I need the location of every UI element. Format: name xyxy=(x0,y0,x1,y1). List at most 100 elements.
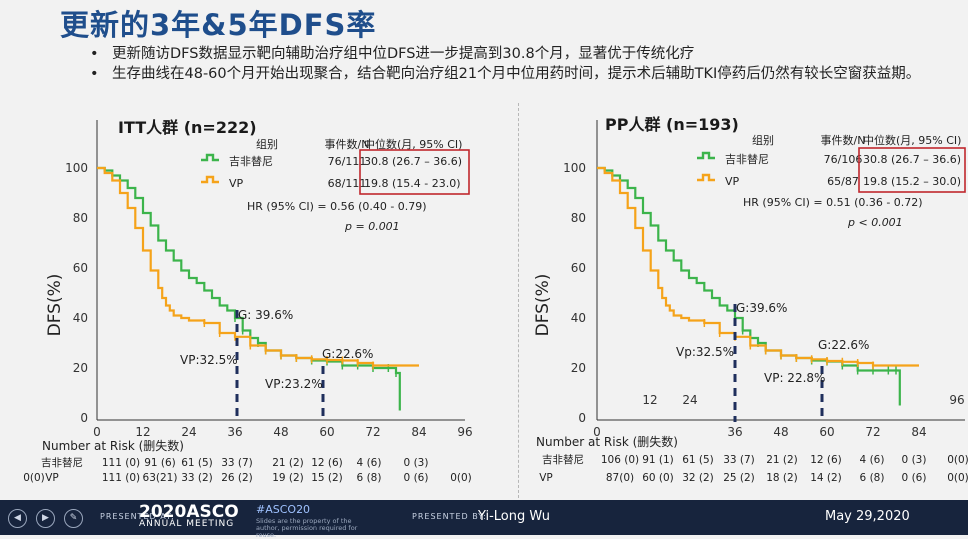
risk-cell: 6 (8) xyxy=(860,472,885,484)
legend-line xyxy=(201,175,219,184)
copyright-note: Slides are the property of the author, p… xyxy=(256,517,358,539)
panel-divider xyxy=(518,103,519,498)
risk-cell: 14 (2) xyxy=(810,472,842,484)
presented-by-label: PRESENTED BY: xyxy=(412,512,487,521)
x-tick-label: 84 xyxy=(911,425,926,439)
risk-cell: 21 (2) xyxy=(766,454,798,466)
rate-annotation: G:22.6% xyxy=(818,338,869,352)
risk-cell: 26 (2) xyxy=(221,472,253,484)
page-title: 更新的3年&5年DFS率 xyxy=(60,8,377,42)
risk-cell: 18 (2) xyxy=(766,472,798,484)
y-axis-label: DFS(%) xyxy=(533,274,553,337)
risk-row-group: 吉非替尼 xyxy=(542,453,584,466)
risk-cell: 60 (0) xyxy=(642,472,674,484)
risk-cell: 63(21) xyxy=(143,472,178,484)
legend-header: 中位数(月, 95% CI) xyxy=(364,137,462,151)
y-tick-label: 60 xyxy=(571,261,586,275)
meeting-label: ANNUAL MEETING xyxy=(139,519,235,529)
risk-cell: 6 (8) xyxy=(357,472,382,484)
legend-line xyxy=(697,151,715,160)
risk-cell: 12 (6) xyxy=(810,454,842,466)
pen-icon[interactable]: ✎ xyxy=(64,509,83,528)
km-charts: ITT人群 (n=222) DFS(%) 0 20 40 60 80 100 0 12 24 36 48… xyxy=(23,115,968,484)
y-tick-label: 80 xyxy=(571,211,586,225)
rate-annotation: G: 39.6% xyxy=(238,308,293,322)
gefitinib-curve xyxy=(597,166,901,406)
presented-at-label: PRESENTED AT: xyxy=(100,512,175,521)
risk-cell: 0(0) xyxy=(947,472,968,484)
x-tick-label: 36 xyxy=(727,425,742,439)
risk-cell: 111 (0) xyxy=(102,457,140,469)
x-tick-label: 48 xyxy=(773,425,788,439)
risk-cell: 0 (6) xyxy=(404,472,429,484)
legend-header: 中位数(月, 95% CI) xyxy=(863,133,961,147)
risk-cell: 0 (6) xyxy=(902,472,927,484)
median-highlight-box xyxy=(359,149,470,195)
y-tick-label: 80 xyxy=(73,211,88,225)
legend-median: 19.8 (15.2 – 30.0) xyxy=(863,175,961,188)
y-tick-label: 100 xyxy=(563,161,586,175)
risk-row-group: VP xyxy=(539,472,553,484)
legend-line xyxy=(697,173,715,182)
hazard-ratio: HR (95% CI) = 0.51 (0.36 - 0.72) xyxy=(743,196,923,209)
rate-annotation: G:22.6% xyxy=(322,347,373,361)
legend-events: 65/87 xyxy=(827,175,859,188)
x-tick-label: 12 xyxy=(135,425,150,439)
legend-events: 76/111 xyxy=(328,155,367,168)
risk-cell: 33 (7) xyxy=(723,454,755,466)
y-tick-label: 40 xyxy=(571,311,586,325)
risk-table-label: Number at Risk (删失数) xyxy=(42,438,184,453)
legend-group: VP xyxy=(229,177,244,190)
rate-annotation: Vp:32.5% xyxy=(676,345,734,359)
legend-group: 吉非替尼 xyxy=(725,152,769,166)
hashtag: #ASCO20 xyxy=(256,503,311,516)
legend-header: 事件数/N xyxy=(325,138,370,151)
risk-cell: 4 (6) xyxy=(357,457,382,469)
risk-row-prefix: 0(0) xyxy=(23,472,45,484)
risk-cell: 0(0) xyxy=(947,454,968,466)
play-icon[interactable]: ▶ xyxy=(36,509,55,528)
risk-cell: 91 (1) xyxy=(642,454,674,466)
risk-table-label: Number at Risk (删失数) xyxy=(536,434,678,449)
risk-cell: 87(0) xyxy=(606,472,634,484)
x-tick-label: 48 xyxy=(273,425,288,439)
bullet-item: 生存曲线在48-60个月开始出现聚合，结合靶向治疗组21个月中位用药时间，提示术… xyxy=(90,64,960,84)
legend-line xyxy=(201,153,219,162)
legend-header: 组别 xyxy=(752,133,774,147)
bullet-item: 更新随访DFS数据显示靶向辅助治疗组中位DFS进一步提高到30.8个月，显著优于… xyxy=(90,44,960,64)
rate-annotation: VP:23.2% xyxy=(265,377,323,391)
legend-header: 事件数/N xyxy=(821,134,866,147)
x-tick-label: 60 xyxy=(819,425,834,439)
x-tick-label: 0 xyxy=(593,425,601,439)
x-tick-label: 72 xyxy=(365,425,380,439)
y-axis-label: DFS(%) xyxy=(45,274,65,337)
x-tick-label: 36 xyxy=(227,425,242,439)
x-tick-label: 24 xyxy=(181,425,196,439)
legend-events: 76/106 xyxy=(824,153,863,166)
risk-cell: 21 (2) xyxy=(272,457,304,469)
x-tick-label: 84 xyxy=(411,425,426,439)
rate-annotation: VP: 22.8% xyxy=(764,371,825,385)
legend-median: 30.8 (26.7 – 36.6) xyxy=(364,155,462,168)
y-tick-label: 0 xyxy=(578,411,586,425)
y-tick-label: 20 xyxy=(73,361,88,375)
y-tick-label: 100 xyxy=(65,161,88,175)
presentation-date: May 29,2020 xyxy=(825,509,910,524)
risk-cell: 15 (2) xyxy=(311,472,343,484)
legend-median: 19.8 (15.4 - 23.0) xyxy=(364,177,461,190)
risk-cell: 61 (5) xyxy=(682,454,714,466)
risk-cell: 106 (0) xyxy=(601,454,639,466)
asco-logo: 2020ASCO xyxy=(139,502,239,522)
hazard-ratio: HR (95% CI) = 0.56 (0.40 - 0.79) xyxy=(247,200,427,213)
risk-cell: 19 (2) xyxy=(272,472,304,484)
chart-title: PP人群 (n=193) xyxy=(605,115,739,134)
risk-cell: 33 (2) xyxy=(181,472,213,484)
risk-cell: 61 (5) xyxy=(181,457,213,469)
back-icon[interactable]: ◀ xyxy=(8,509,27,528)
legend-median: 30.8 (26.7 – 36.6) xyxy=(863,153,961,166)
y-tick-label: 0 xyxy=(80,411,88,425)
footer-bar: ◀ ▶ ✎ PRESENTED AT: 2020ASCO ANNUAL MEET… xyxy=(0,500,968,539)
y-tick-label: 20 xyxy=(571,361,586,375)
risk-cell: 4 (6) xyxy=(860,454,885,466)
rate-annotation: VP:32.5% xyxy=(180,353,238,367)
